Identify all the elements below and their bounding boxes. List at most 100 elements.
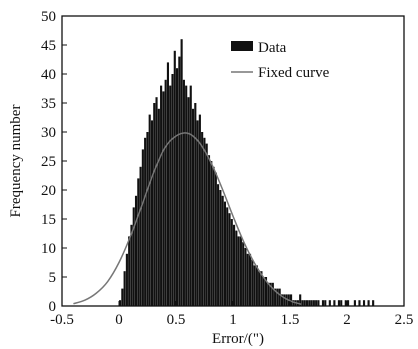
histogram-bar bbox=[180, 39, 183, 306]
histogram-bar bbox=[233, 224, 236, 306]
histogram-bar bbox=[212, 166, 215, 306]
histogram-bar bbox=[246, 253, 249, 306]
histogram-bar bbox=[141, 149, 144, 306]
histogram-bar bbox=[137, 178, 140, 306]
x-tick-label: 0.5 bbox=[167, 312, 186, 328]
histogram-bar bbox=[362, 300, 366, 306]
x-tick-label: -0.5 bbox=[50, 312, 74, 328]
histogram-bar bbox=[119, 300, 122, 306]
histogram-bar bbox=[303, 300, 306, 306]
histogram-bar bbox=[219, 190, 222, 306]
histogram-bar bbox=[315, 300, 318, 306]
histogram-bar bbox=[125, 253, 128, 306]
histogram-bar bbox=[155, 97, 158, 306]
y-tick-label: 35 bbox=[41, 96, 56, 112]
histogram-bar bbox=[134, 195, 138, 306]
histogram-bar bbox=[196, 120, 199, 307]
histogram-bar bbox=[251, 259, 254, 306]
histogram-bar bbox=[317, 300, 320, 306]
histogram-bar bbox=[258, 271, 261, 306]
fixed-curve-line bbox=[73, 132, 302, 305]
histogram-bar bbox=[173, 50, 176, 306]
x-tick-label: 1 bbox=[229, 312, 237, 328]
histogram-bar bbox=[214, 172, 217, 306]
histogram-bar bbox=[367, 300, 370, 306]
histogram-bar bbox=[274, 288, 277, 306]
histogram-bar bbox=[148, 114, 151, 306]
histogram-bar bbox=[164, 79, 167, 306]
histogram-bar bbox=[292, 300, 295, 306]
y-tick-label: 45 bbox=[41, 38, 56, 54]
histogram-bar bbox=[178, 56, 181, 306]
y-tick-label: 40 bbox=[41, 67, 56, 83]
histogram-bar bbox=[176, 68, 179, 306]
x-tick-label: 0 bbox=[115, 312, 123, 328]
histogram-bar bbox=[255, 265, 258, 306]
histogram-bar bbox=[221, 195, 224, 306]
histogram-bar bbox=[182, 79, 185, 306]
x-tick-label: 2.5 bbox=[395, 312, 414, 328]
y-tick-label: 10 bbox=[41, 241, 56, 257]
y-tick-label: 25 bbox=[41, 154, 56, 170]
histogram-bar bbox=[157, 108, 160, 306]
histogram-bar bbox=[230, 219, 233, 306]
histogram-bar bbox=[187, 97, 190, 306]
x-tick-label: 1.5 bbox=[281, 312, 300, 328]
y-tick-label: 30 bbox=[41, 125, 56, 141]
y-axis-ticks: 0 5 10 15 20 25 30 35 40 45 50 bbox=[41, 9, 67, 315]
histogram-bar bbox=[285, 294, 288, 306]
histogram-bar bbox=[264, 277, 268, 306]
histogram-bars bbox=[119, 39, 375, 307]
histogram-bar bbox=[333, 300, 336, 306]
legend-label-fixed-curve: Fixed curve bbox=[258, 65, 330, 81]
histogram-bar bbox=[198, 114, 201, 306]
histogram-bar bbox=[280, 294, 284, 306]
histogram-bar bbox=[290, 294, 293, 306]
histogram-bar bbox=[146, 132, 149, 306]
histogram-bar bbox=[150, 120, 154, 307]
histogram-bar bbox=[337, 300, 341, 306]
histogram-bar bbox=[328, 300, 331, 306]
histogram-bar bbox=[271, 282, 274, 306]
histogram-bar bbox=[166, 62, 170, 307]
histogram-bar bbox=[340, 300, 343, 306]
y-tick-label: 0 bbox=[49, 299, 57, 315]
histogram-bar bbox=[144, 137, 147, 306]
histogram-bar bbox=[121, 288, 124, 306]
histogram-bar bbox=[139, 166, 142, 306]
histogram-bar bbox=[239, 236, 242, 306]
histogram-bar bbox=[210, 161, 213, 306]
histogram-bar bbox=[205, 143, 208, 306]
histogram-bar bbox=[276, 288, 279, 306]
histogram-bar bbox=[153, 103, 156, 306]
y-tick-label: 50 bbox=[41, 9, 56, 25]
histogram-bar bbox=[278, 288, 281, 306]
histogram-bar bbox=[185, 85, 188, 306]
histogram-bar bbox=[253, 265, 256, 306]
histogram-bar bbox=[267, 282, 270, 306]
histogram-bar bbox=[312, 300, 315, 306]
histogram-bar bbox=[305, 300, 309, 306]
histogram-bar bbox=[226, 207, 229, 306]
x-axis-ticks: -0.5 0 0.5 1 1.5 2 2.5 bbox=[50, 301, 413, 328]
legend-swatch-data bbox=[231, 41, 253, 51]
histogram-bar bbox=[171, 74, 174, 306]
histogram-bar bbox=[194, 103, 197, 306]
histogram-bar bbox=[201, 132, 204, 306]
histogram-bar bbox=[191, 108, 195, 306]
histogram-bar bbox=[347, 300, 350, 306]
x-tick-label: 2 bbox=[343, 312, 351, 328]
legend: Data Fixed curve bbox=[231, 40, 330, 81]
histogram-bar bbox=[321, 300, 325, 306]
histogram-bar bbox=[260, 271, 263, 306]
y-axis-label: Frequency number bbox=[8, 105, 24, 218]
histogram-bar bbox=[228, 213, 231, 306]
histogram-bar bbox=[207, 155, 211, 306]
legend-label-data: Data bbox=[258, 40, 287, 56]
histogram-bar bbox=[353, 300, 356, 306]
histogram-bar bbox=[132, 207, 135, 306]
histogram-bar bbox=[269, 282, 272, 306]
histogram-bar bbox=[160, 85, 163, 306]
histogram-bar bbox=[244, 248, 247, 306]
